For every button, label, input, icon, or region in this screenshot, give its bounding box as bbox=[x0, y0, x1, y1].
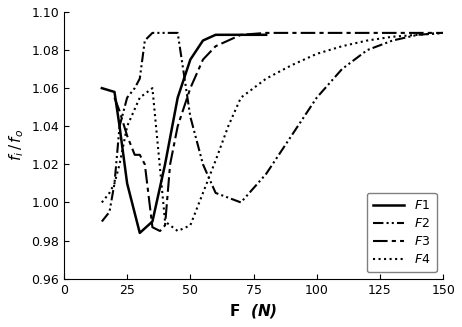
$\mathit{F2}$ bbox=[162, 31, 168, 35]
$\mathit{F1}$ bbox=[188, 58, 193, 61]
Line: $\mathit{F2}$: $\mathit{F2}$ bbox=[102, 33, 443, 221]
$\mathit{F3}$ bbox=[415, 31, 420, 35]
$\mathit{F3}$ bbox=[339, 31, 345, 35]
Line: $\mathit{F3}$: $\mathit{F3}$ bbox=[115, 33, 443, 231]
Legend: $\mathit{F1}$, $\mathit{F2}$, $\mathit{F3}$, $\mathit{F4}$: $\mathit{F1}$, $\mathit{F2}$, $\mathit{F… bbox=[367, 193, 437, 272]
$\mathit{F4}$ bbox=[200, 191, 206, 195]
$\mathit{F2}$ bbox=[339, 67, 345, 71]
Line: $\mathit{F1}$: $\mathit{F1}$ bbox=[102, 35, 266, 233]
$\mathit{F4}$ bbox=[99, 200, 104, 204]
$\mathit{F1}$ bbox=[175, 96, 181, 100]
$\mathit{F2}$ bbox=[289, 134, 294, 138]
$\mathit{F3}$ bbox=[117, 109, 122, 113]
$\mathit{F2}$ bbox=[112, 181, 117, 185]
$\mathit{F2}$ bbox=[415, 33, 420, 37]
$\mathit{F2}$ bbox=[188, 115, 193, 119]
$\mathit{F3}$ bbox=[213, 44, 219, 48]
$\mathit{F1}$ bbox=[225, 33, 231, 37]
$\mathit{F3}$ bbox=[137, 153, 143, 157]
$\mathit{F1}$ bbox=[137, 231, 143, 235]
$\mathit{F3}$ bbox=[238, 33, 243, 37]
$\mathit{F2}$ bbox=[175, 31, 181, 35]
$\mathit{F4}$ bbox=[150, 86, 155, 90]
$\mathit{F4}$ bbox=[289, 63, 294, 67]
$\mathit{F2}$ bbox=[117, 124, 122, 128]
$\mathit{F2}$ bbox=[213, 191, 219, 195]
$\mathit{F1}$ bbox=[112, 90, 117, 94]
$\mathit{F2}$ bbox=[365, 48, 370, 52]
$\mathit{F3}$ bbox=[157, 229, 163, 233]
$\mathit{F2}$ bbox=[124, 96, 130, 100]
Line: $\mathit{F4}$: $\mathit{F4}$ bbox=[102, 33, 443, 231]
$\mathit{F4}$ bbox=[415, 33, 420, 37]
$\mathit{F3}$ bbox=[289, 31, 294, 35]
$\mathit{F3}$ bbox=[142, 163, 147, 166]
$\mathit{F1}$ bbox=[162, 163, 168, 166]
$\mathit{F1}$ bbox=[99, 86, 104, 90]
$\mathit{F4}$ bbox=[188, 223, 193, 227]
$\mathit{F3}$ bbox=[263, 31, 269, 35]
$\mathit{F4}$ bbox=[314, 52, 320, 56]
$\mathit{F4}$ bbox=[124, 124, 130, 128]
$\mathit{F1}$ bbox=[150, 219, 155, 223]
$\mathit{F2}$ bbox=[314, 96, 320, 100]
$\mathit{F4}$ bbox=[339, 44, 345, 48]
$\mathit{F4}$ bbox=[390, 35, 395, 39]
$\mathit{F4}$ bbox=[213, 159, 219, 163]
$\mathit{F4}$ bbox=[112, 181, 117, 185]
$\mathit{F4}$ bbox=[107, 191, 112, 195]
$\mathit{F3}$ bbox=[440, 31, 446, 35]
$\mathit{F4}$ bbox=[225, 124, 231, 128]
$\mathit{F3}$ bbox=[390, 31, 395, 35]
$\mathit{F3}$ bbox=[162, 223, 168, 227]
$\mathit{F4}$ bbox=[263, 77, 269, 80]
$\mathit{F2}$ bbox=[132, 86, 138, 90]
$\mathit{F3}$ bbox=[150, 225, 155, 229]
$\mathit{F2}$ bbox=[390, 39, 395, 43]
$\mathit{F1}$ bbox=[124, 181, 130, 185]
$\mathit{F2}$ bbox=[238, 200, 243, 204]
$\mathit{F1}$ bbox=[213, 33, 219, 37]
$\mathit{F1}$ bbox=[251, 33, 256, 37]
$\mathit{F1}$ bbox=[117, 124, 122, 128]
$\mathit{F4}$ bbox=[238, 96, 243, 100]
$\mathit{F3}$ bbox=[188, 86, 193, 90]
$\mathit{F4}$ bbox=[162, 219, 168, 223]
$\mathit{F4}$ bbox=[117, 163, 122, 166]
$\mathit{F4}$ bbox=[137, 96, 143, 100]
$\mathit{F3}$ bbox=[132, 153, 138, 157]
$\mathit{F2}$ bbox=[142, 39, 147, 43]
Y-axis label: $f_i\,/\,f_o$: $f_i\,/\,f_o$ bbox=[7, 129, 26, 162]
$\mathit{F1}$ bbox=[263, 33, 269, 37]
$\mathit{F4}$ bbox=[365, 39, 370, 43]
$\mathit{F3}$ bbox=[124, 134, 130, 138]
$\mathit{F4}$ bbox=[440, 31, 446, 35]
$\mathit{F3}$ bbox=[167, 163, 173, 166]
$\mathit{F4}$ bbox=[175, 229, 181, 233]
$\mathit{F2}$ bbox=[200, 163, 206, 166]
$\mathit{F2}$ bbox=[263, 172, 269, 176]
$\mathit{F3}$ bbox=[112, 96, 117, 100]
$\mathit{F1}$ bbox=[200, 39, 206, 43]
$\mathit{F3}$ bbox=[175, 124, 181, 128]
$\mathit{F2}$ bbox=[107, 210, 112, 214]
$\mathit{F2}$ bbox=[440, 31, 446, 35]
$\mathit{F2}$ bbox=[99, 219, 104, 223]
$\mathit{F3}$ bbox=[314, 31, 320, 35]
$\mathit{F3}$ bbox=[200, 58, 206, 61]
X-axis label: $\mathbf{F}$  (N): $\mathbf{F}$ (N) bbox=[229, 302, 278, 320]
$\mathit{F2}$ bbox=[150, 31, 155, 35]
$\mathit{F2}$ bbox=[137, 77, 143, 80]
$\mathit{F3}$ bbox=[365, 31, 370, 35]
$\mathit{F1}$ bbox=[238, 33, 243, 37]
